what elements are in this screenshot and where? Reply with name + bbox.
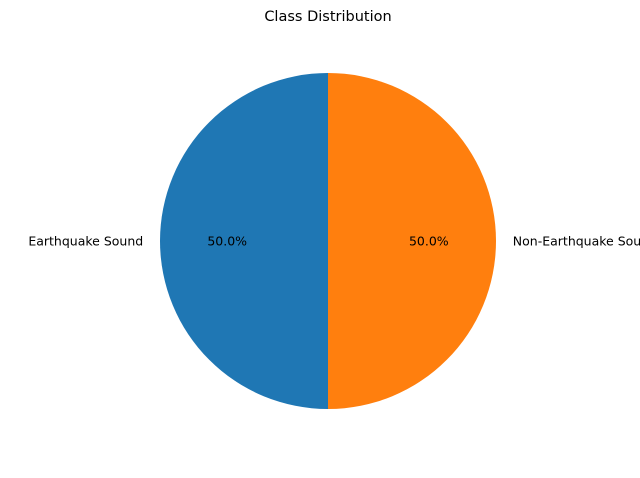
pie-category-label: Earthquake Sound	[28, 234, 143, 249]
pie-slice-non-earthquake-sound	[328, 73, 496, 409]
chart-title: Class Distribution	[264, 9, 391, 25]
pie-slices	[160, 73, 496, 409]
pie-category-label: Non-Earthquake Sound	[513, 234, 640, 249]
pie-slice-earthquake-sound	[160, 73, 328, 409]
pie-percent-label: 50.0%	[409, 234, 449, 249]
pie-labels: 50.0% Earthquake Sound 50.0% Non-Earthquake…	[28, 234, 640, 249]
pie-percent-label: 50.0%	[207, 234, 247, 249]
